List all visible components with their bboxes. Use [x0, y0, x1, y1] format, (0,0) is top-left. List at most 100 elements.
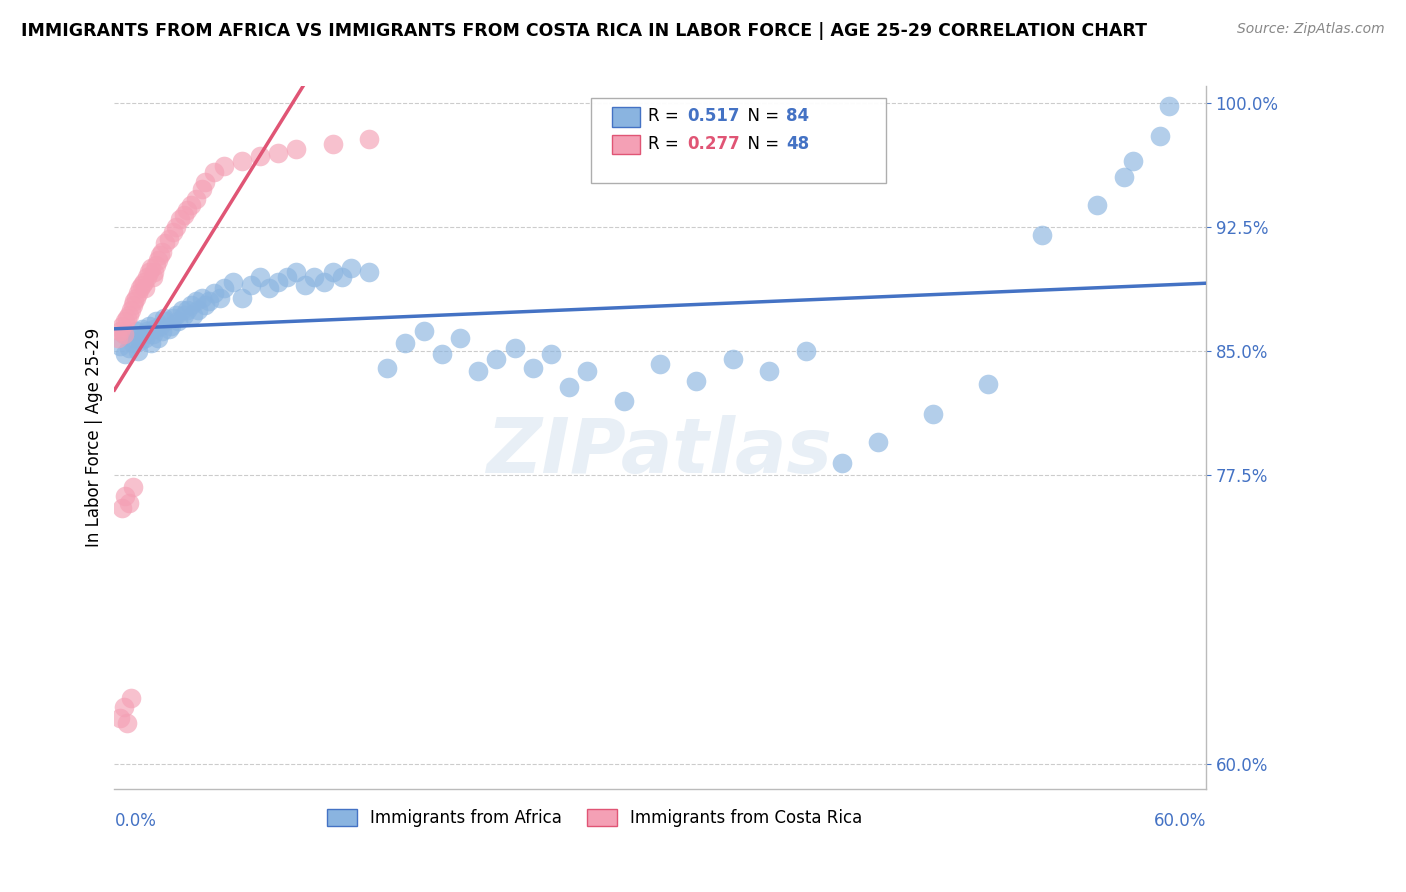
Point [134, 281, 156, 295]
Text: R =: R = [648, 107, 685, 125]
Point [267, 145, 290, 160]
Point [357, 264, 380, 278]
Point [180, 298, 202, 312]
Point [449, 331, 471, 345]
Point [125, 324, 148, 338]
Point [139, 261, 162, 276]
Point [131, 277, 153, 292]
Point [758, 364, 780, 378]
Point [522, 360, 544, 375]
Point [613, 393, 636, 408]
Point [186, 192, 208, 206]
Point [375, 360, 398, 375]
Point [180, 198, 202, 212]
Point [132, 275, 155, 289]
Point [294, 277, 316, 292]
Point [231, 153, 253, 168]
Point [173, 208, 195, 222]
Point [212, 159, 235, 173]
Point [112, 327, 135, 342]
Text: N =: N = [737, 107, 785, 125]
Point [121, 479, 143, 493]
Text: 48: 48 [786, 135, 808, 153]
Point [162, 225, 184, 239]
Point [340, 261, 363, 276]
Point [648, 357, 671, 371]
Point [257, 281, 280, 295]
Point [1149, 128, 1171, 143]
Point [150, 324, 173, 338]
Point [128, 334, 150, 348]
Point [1031, 228, 1053, 243]
Point [187, 302, 209, 317]
Point [165, 308, 187, 322]
Point [121, 298, 143, 312]
Text: Source: ZipAtlas.com: Source: ZipAtlas.com [1237, 22, 1385, 37]
Point [167, 314, 190, 328]
Point [118, 496, 141, 510]
Point [157, 322, 180, 336]
Point [503, 341, 526, 355]
Point [173, 308, 195, 322]
Point [1159, 99, 1181, 113]
Point [249, 149, 271, 163]
Point [721, 352, 744, 367]
Text: 84: 84 [786, 107, 808, 125]
Point [330, 269, 353, 284]
Point [157, 231, 180, 245]
Point [131, 322, 153, 336]
Point [114, 314, 136, 328]
Point [136, 269, 159, 284]
Point [127, 286, 149, 301]
Point [190, 182, 212, 196]
Point [794, 343, 817, 358]
Point [170, 302, 193, 317]
Point [142, 327, 165, 342]
Point [186, 294, 208, 309]
Point [976, 377, 998, 392]
Point [159, 319, 181, 334]
Point [312, 275, 335, 289]
Point [142, 269, 165, 284]
Point [112, 327, 135, 342]
Point [155, 314, 177, 328]
Point [322, 264, 344, 278]
Text: N =: N = [737, 135, 785, 153]
Point [114, 490, 136, 504]
Point [118, 341, 141, 355]
Point [134, 331, 156, 345]
Point [143, 264, 166, 278]
Y-axis label: In Labor Force | Age 25-29: In Labor Force | Age 25-29 [86, 328, 103, 548]
Point [127, 343, 149, 358]
Point [304, 269, 326, 284]
Point [145, 314, 167, 328]
Point [111, 319, 134, 334]
Point [138, 319, 160, 334]
Point [176, 203, 198, 218]
Point [194, 175, 217, 189]
Point [138, 264, 160, 278]
Point [576, 364, 599, 378]
Point [120, 691, 142, 706]
Point [108, 324, 131, 338]
Point [146, 252, 169, 267]
Point [143, 322, 166, 336]
Point [108, 339, 131, 353]
Point [125, 291, 148, 305]
Point [146, 331, 169, 345]
Point [162, 310, 184, 325]
Point [231, 291, 253, 305]
Point [108, 711, 131, 725]
Point [208, 291, 231, 305]
Point [124, 331, 146, 345]
Point [155, 236, 177, 251]
Point [139, 335, 162, 350]
Point [107, 331, 129, 345]
Point [118, 308, 141, 322]
Point [412, 324, 434, 338]
Point [204, 286, 226, 301]
Point [267, 275, 290, 289]
Text: 60.0%: 60.0% [1153, 812, 1206, 830]
Point [114, 347, 136, 361]
Point [922, 407, 945, 421]
